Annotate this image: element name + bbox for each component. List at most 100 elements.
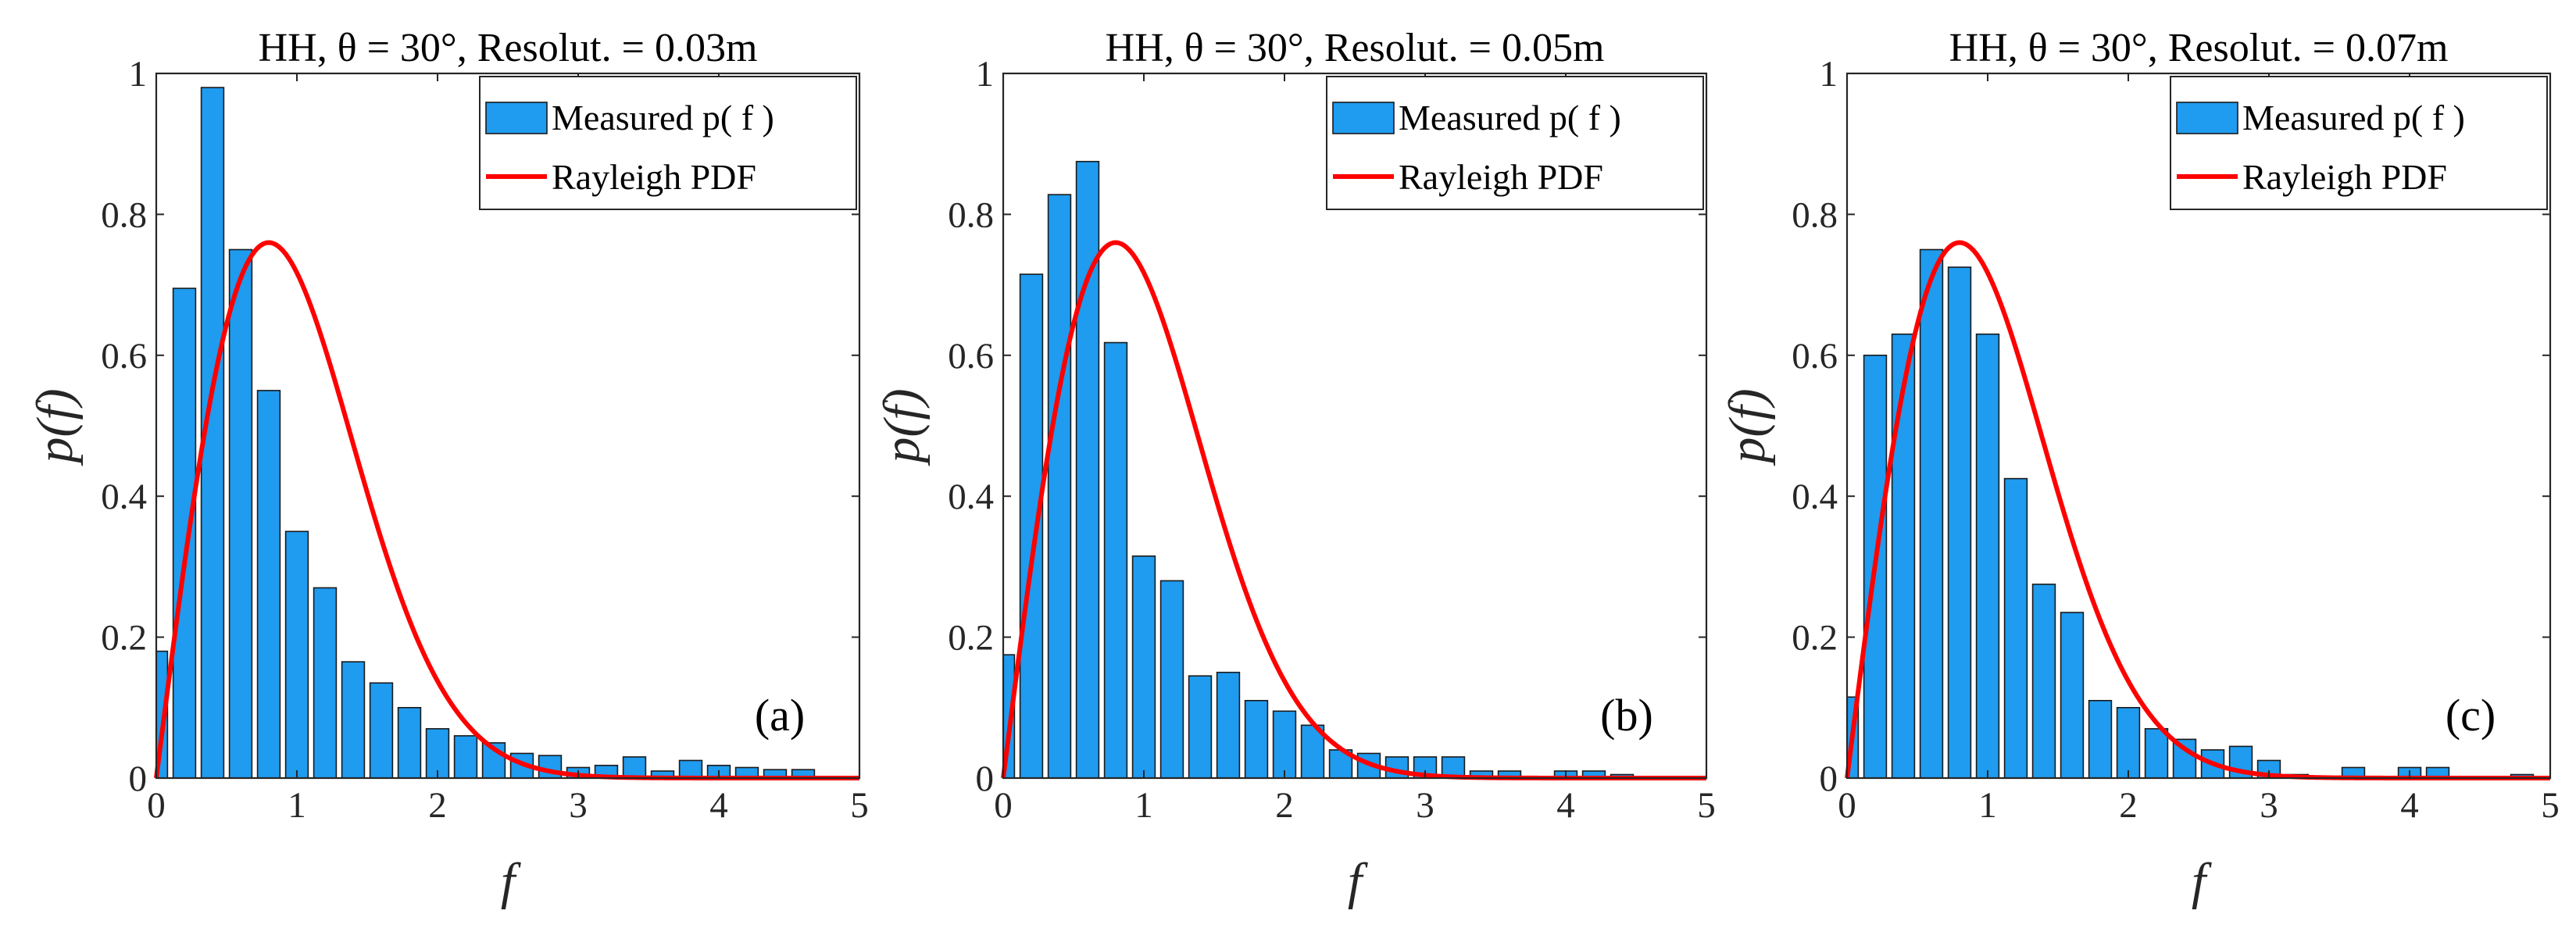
chart-title: HH, θ = 30°, Resolut. = 0.05m: [1106, 26, 1605, 70]
y-tick-label: 0.8: [948, 195, 994, 235]
legend-bar-label: Measured p( f ): [2242, 98, 2465, 137]
bar: [313, 587, 338, 779]
bar: [1131, 555, 1156, 779]
bar: [453, 735, 478, 779]
bar: [2144, 728, 2169, 779]
y-tick-label: 0: [976, 759, 995, 799]
axes-box: [155, 72, 861, 780]
bar: [1975, 333, 2000, 779]
x-tick-label: 4: [709, 785, 728, 826]
panel-b: HH, θ = 30°, Resolut. = 0.05m 0 1 2 3 4 5 0 0.…: [874, 26, 1716, 910]
x-tick-label: 5: [2541, 785, 2560, 826]
bar: [397, 706, 422, 779]
bar: [1244, 699, 1269, 779]
legend-line-label: Rayleigh PDF: [1399, 157, 1603, 197]
panel-tag: (c): [2446, 690, 2496, 741]
x-tick-label: 4: [2400, 785, 2419, 826]
y-tick-label: 0.8: [1792, 195, 1838, 235]
x-tick-label: 2: [428, 785, 447, 826]
bar: [256, 390, 281, 779]
y-axis-label: p(f): [27, 388, 84, 466]
y-tick-label: 0: [129, 759, 148, 799]
legend-bar-swatch: [2176, 102, 2238, 134]
y-axis-label: p(f): [1719, 388, 1776, 466]
bar: [1216, 671, 1241, 779]
x-tick-label: 0: [1838, 785, 1856, 826]
bar: [341, 661, 366, 779]
bar: [678, 759, 703, 779]
x-tick-label: 5: [1697, 785, 1716, 826]
legend: Measured p( f ) Rayleigh PDF: [479, 76, 857, 210]
bar: [228, 248, 253, 779]
bar: [2003, 477, 2028, 779]
bar: [425, 728, 450, 779]
legend: Measured p( f ) Rayleigh PDF: [1326, 76, 1704, 210]
bar: [284, 530, 309, 779]
x-tick-label: 1: [288, 785, 306, 826]
panel-a: HH, θ = 30°, Resolut. = 0.03m 0 1 2 3 4 5 0 0.…: [27, 26, 869, 910]
bar-group: [1002, 160, 1635, 779]
x-tick-label: 1: [1134, 785, 1153, 826]
y-tick-label: 0.2: [948, 618, 994, 659]
bar: [1019, 273, 1044, 779]
legend-line-label: Rayleigh PDF: [552, 157, 756, 197]
bar-group: [1846, 248, 2535, 779]
x-ticks: 0 1 2 3 4 5: [994, 73, 1716, 826]
legend-bar-swatch: [485, 102, 548, 134]
bar: [2031, 584, 2056, 779]
legend-box: [2170, 76, 2548, 210]
bar: [1947, 266, 1972, 779]
y-tick-label: 0.4: [948, 477, 994, 517]
bar: [2088, 699, 2113, 779]
x-tick-label: 0: [147, 785, 166, 826]
y-tick-label: 1: [129, 54, 148, 95]
bar: [538, 755, 563, 779]
y-tick-label: 0.6: [101, 336, 147, 377]
x-ticks: 0 1 2 3 4 5: [1838, 73, 2560, 826]
bar: [172, 287, 197, 779]
y-tick-label: 0.4: [101, 477, 147, 517]
legend-bar-label: Measured p( f ): [1399, 98, 1621, 137]
chart-title: HH, θ = 30°, Resolut. = 0.07m: [1949, 26, 2449, 70]
bar: [1075, 160, 1100, 779]
x-tick-label: 1: [1978, 785, 1997, 826]
x-tick-label: 2: [1275, 785, 1294, 826]
legend: Measured p( f ) Rayleigh PDF: [2170, 76, 2548, 210]
x-tick-label: 5: [850, 785, 869, 826]
bar: [1103, 341, 1128, 779]
panel-tag: (a): [755, 690, 805, 741]
axes-box: [1845, 72, 2552, 780]
bar: [2060, 612, 2085, 779]
y-tick-label: 0.2: [1792, 618, 1838, 659]
legend-bar-label: Measured p( f ): [552, 98, 774, 137]
y-tick-label: 0.2: [101, 618, 147, 659]
bar: [1919, 248, 1944, 779]
y-tick-label: 0.8: [101, 195, 147, 235]
x-tick-label: 0: [994, 785, 1013, 826]
x-axis-label: f: [2192, 853, 2212, 910]
x-axis-label: f: [501, 853, 521, 910]
bar: [1891, 333, 1916, 779]
bar: [1047, 194, 1072, 779]
x-tick-label: 4: [1556, 785, 1575, 826]
bar: [2116, 706, 2141, 779]
y-ticks: 0 0.2 0.4 0.6 0.8 1: [948, 54, 1706, 799]
bar: [1188, 675, 1213, 779]
panel-c: HH, θ = 30°, Resolut. = 0.07m 0 1 2 3 4 5 0 0.…: [1719, 26, 2560, 910]
y-tick-label: 0.6: [948, 336, 994, 377]
x-ticks: 0 1 2 3 4 5: [147, 73, 869, 826]
bar: [1272, 710, 1297, 779]
y-axis-label: p(f): [874, 388, 931, 466]
y-tick-label: 0: [1820, 759, 1838, 799]
x-tick-label: 3: [2260, 785, 2278, 826]
chart-title: HH, θ = 30°, Resolut. = 0.03m: [259, 26, 758, 70]
bar: [622, 756, 647, 779]
legend-bar-swatch: [1332, 102, 1395, 134]
y-tick-label: 0.6: [1792, 336, 1838, 377]
bar-group: [155, 87, 816, 779]
y-ticks: 0 0.2 0.4 0.6 0.8 1: [101, 54, 859, 799]
bar: [369, 682, 394, 779]
axes-box: [1002, 72, 1708, 780]
y-tick-label: 1: [1820, 54, 1838, 95]
bar: [1159, 580, 1184, 779]
